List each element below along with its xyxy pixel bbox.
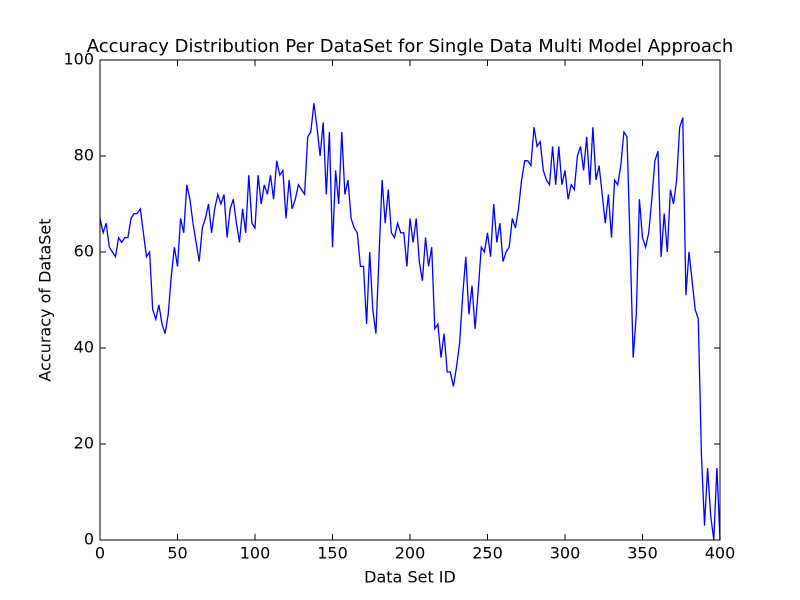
x-tick-label: 250 [472,544,503,563]
x-tick-label: 350 [627,544,658,563]
x-tick-label: 50 [167,544,187,563]
data-line [99,103,721,541]
x-tick-label: 100 [240,544,271,563]
x-tick-label: 300 [550,544,581,563]
x-tick-label: 400 [705,544,736,563]
y-axis-label: Accuracy of DataSet [36,218,55,381]
y-tick-label: 100 [63,50,94,69]
y-tick-label: 20 [74,434,94,453]
chart-title: Accuracy Distribution Per DataSet for Si… [87,36,734,57]
plot-frame [99,59,721,541]
x-tick-label: 150 [317,544,348,563]
x-tick-label: 200 [395,544,426,563]
x-tick-label: 0 [95,544,105,563]
y-tick-label: 40 [74,338,94,357]
y-tick-label: 60 [74,242,94,261]
x-axis-label: Data Set ID [364,568,456,587]
y-tick-label: 80 [74,146,94,165]
y-tick-label: 0 [84,530,94,549]
